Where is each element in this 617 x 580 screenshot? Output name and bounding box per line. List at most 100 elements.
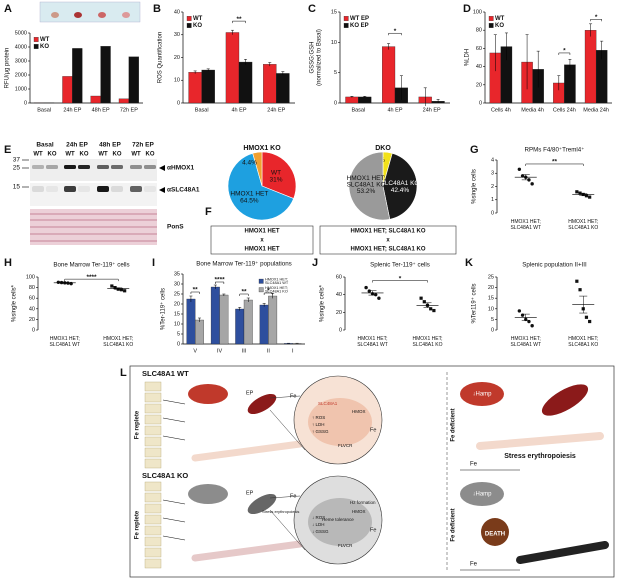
y-tick-label: 60 bbox=[336, 274, 342, 280]
cross-label: HMOX1 HET bbox=[244, 247, 279, 253]
y-tick-label: 80 bbox=[476, 28, 482, 34]
panel-label: C bbox=[308, 3, 316, 15]
slice-value: 64.5% bbox=[240, 198, 259, 205]
ko-title: SLC48A1 KO bbox=[142, 471, 188, 480]
bar bbox=[382, 46, 396, 104]
panel-label: L bbox=[120, 367, 127, 379]
blot-genotype: KO bbox=[48, 152, 57, 158]
blot-arrow bbox=[159, 187, 165, 193]
legend-swatch bbox=[343, 23, 349, 28]
vertebra bbox=[144, 458, 162, 469]
panel-label: K bbox=[465, 257, 473, 269]
y-tick-label: 20 bbox=[476, 82, 482, 88]
data-point bbox=[377, 296, 381, 300]
ep-label: EP bbox=[246, 490, 254, 496]
panel-label: H bbox=[4, 257, 12, 269]
chart-title: HMOX1 KO bbox=[243, 145, 281, 152]
significance-label: * bbox=[399, 275, 402, 282]
legend-swatch bbox=[33, 37, 39, 42]
stress-label: Stress erythropoiesis bbox=[504, 453, 576, 460]
bar bbox=[72, 48, 83, 104]
legend-label: HMOX1 HET; SLC48A1 KO bbox=[265, 286, 288, 294]
vertebra bbox=[144, 392, 162, 403]
x-tick-label: Basal bbox=[195, 107, 209, 113]
y-tick-label: 40 bbox=[29, 306, 35, 312]
legend-label: KO bbox=[495, 23, 504, 29]
legend-swatch bbox=[488, 23, 494, 28]
y-axis-label: %single cells* bbox=[12, 284, 18, 322]
x-tick-label: HMOX1 HET; SLC48A1 KO bbox=[568, 219, 598, 231]
significance-bracket bbox=[239, 293, 249, 296]
panel-label: J bbox=[312, 257, 318, 269]
bar bbox=[225, 32, 240, 104]
y-tick-label: 40 bbox=[336, 292, 342, 298]
y-tick-label: 3000 bbox=[15, 58, 27, 64]
antibody-label: αSLC48A1 bbox=[167, 187, 200, 194]
y-tick-label: 100 bbox=[26, 274, 35, 280]
x-tick-label: Media 4h bbox=[521, 107, 544, 113]
cross-label: x bbox=[260, 238, 264, 244]
fe-label: Fe bbox=[470, 562, 478, 568]
effect-label: ↑ ROS bbox=[312, 415, 325, 420]
effect-label: ↓ LDH bbox=[312, 522, 325, 527]
bar bbox=[276, 73, 290, 104]
legend-label: WT bbox=[40, 37, 50, 43]
fe-label: Fe bbox=[370, 527, 376, 533]
significance-bracket bbox=[525, 163, 584, 166]
significance-bracket bbox=[232, 20, 246, 24]
legend-swatch bbox=[258, 278, 264, 284]
vertebra bbox=[144, 425, 162, 436]
blot-genotype: KO bbox=[113, 152, 122, 158]
y-axis-label: %LDH bbox=[465, 49, 471, 66]
data-point bbox=[123, 289, 127, 293]
vertebra bbox=[144, 381, 162, 392]
blot-genotype: WT bbox=[131, 152, 141, 158]
liver bbox=[460, 382, 504, 406]
fe-label: Fe bbox=[290, 393, 296, 399]
band bbox=[64, 186, 76, 192]
panel-label: E bbox=[4, 144, 11, 156]
slice-label: SLC48A1 KO bbox=[380, 180, 419, 187]
enlarged-spleen bbox=[541, 384, 589, 416]
data-point bbox=[429, 307, 433, 311]
y-tick-label: 20 bbox=[174, 55, 180, 61]
hmox-label: HMOX bbox=[352, 409, 366, 414]
y-axis-label: RFU/μg protein bbox=[5, 48, 11, 89]
pie-slice bbox=[227, 152, 294, 221]
y-tick-label: 10 bbox=[331, 40, 337, 46]
y-tick-label: 0 bbox=[479, 100, 482, 106]
y-tick-label: 80 bbox=[29, 285, 35, 291]
bar bbox=[210, 286, 220, 345]
slice-label: WT bbox=[271, 170, 281, 177]
zoom-line bbox=[269, 509, 306, 551]
cross-box bbox=[319, 225, 457, 255]
blot-timepoint: 72h EP bbox=[132, 142, 154, 149]
vertebra bbox=[144, 525, 162, 536]
pie-slice bbox=[261, 151, 297, 199]
pie-slice bbox=[348, 151, 391, 221]
bar bbox=[201, 69, 215, 104]
y-axis-label: (normalized to Basal) bbox=[317, 29, 323, 86]
cross-box bbox=[210, 225, 314, 255]
data-point bbox=[578, 288, 582, 292]
blot-genotype: WT bbox=[98, 152, 108, 158]
data-point bbox=[374, 292, 378, 297]
stress-small: Stress erythropoiesis bbox=[262, 509, 299, 514]
x-tick-label: II bbox=[267, 348, 271, 354]
y-tick-label: 0 bbox=[177, 100, 180, 106]
hamp-label: ↓Hamp bbox=[472, 392, 492, 398]
hmox-label: HMOX bbox=[352, 509, 366, 514]
x-tick-label: 24h EP bbox=[423, 107, 441, 113]
significance-label: * bbox=[394, 28, 397, 35]
panel-label: I bbox=[152, 257, 155, 269]
x-tick-label: III bbox=[242, 348, 247, 354]
x-tick-label: 24h EP bbox=[267, 107, 285, 113]
x-tick-label: 4h EP bbox=[232, 107, 247, 113]
legend-swatch bbox=[488, 16, 494, 21]
data-point bbox=[56, 280, 61, 284]
fe-arrow bbox=[162, 535, 186, 541]
significance-bracket bbox=[590, 19, 602, 22]
blot-timepoint: 48h EP bbox=[99, 142, 121, 149]
blot-hmox1 bbox=[30, 159, 157, 181]
